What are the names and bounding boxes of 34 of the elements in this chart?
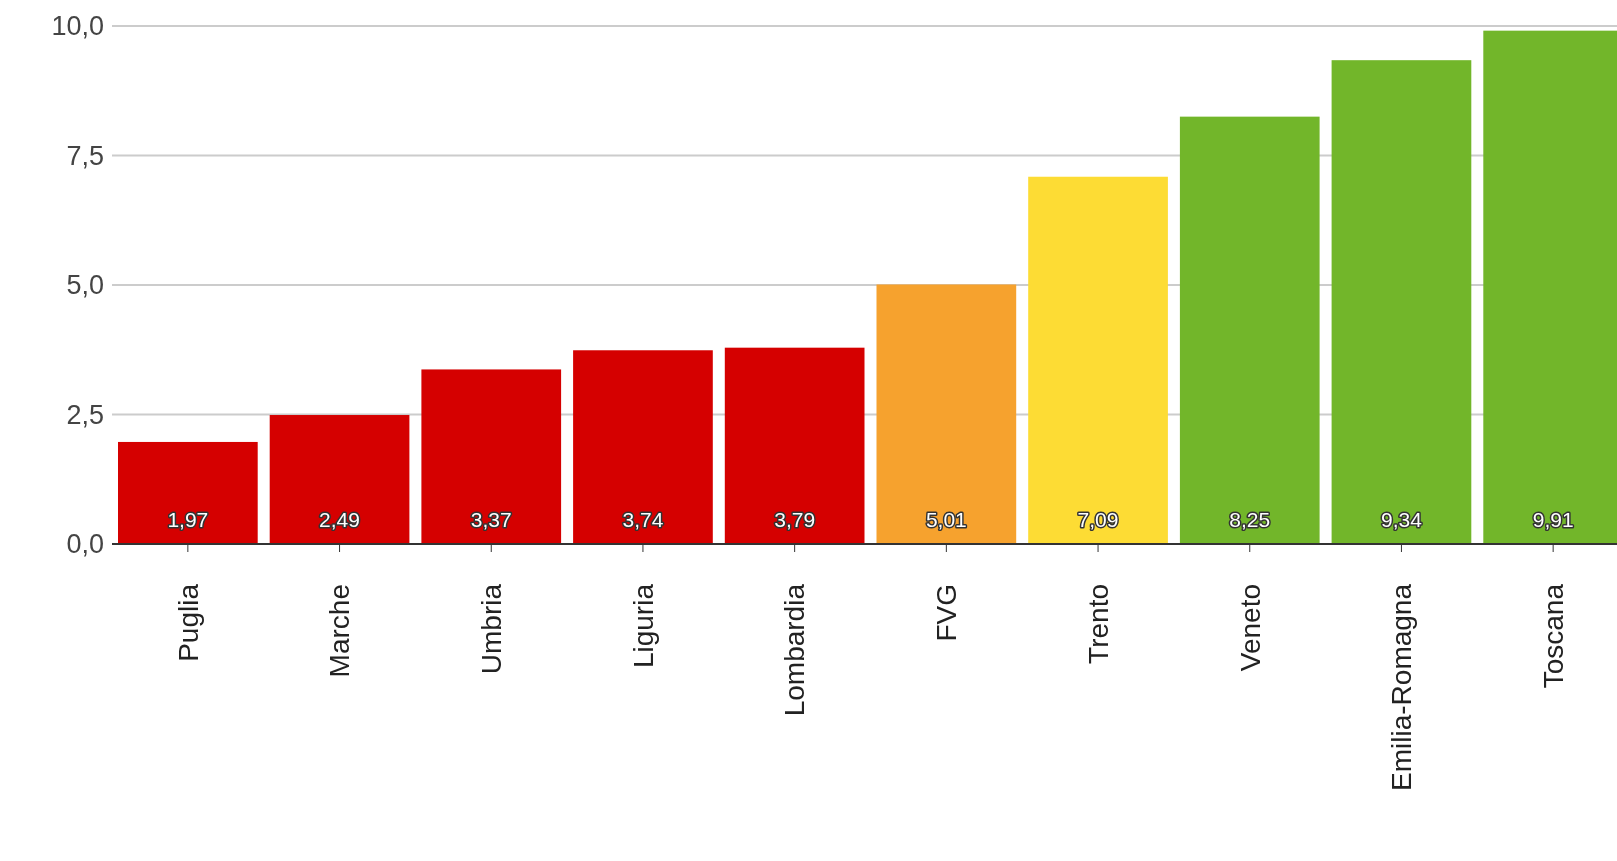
- data-label: 8,25: [1229, 508, 1271, 532]
- x-tick-label: Trento: [1082, 584, 1114, 664]
- x-tick-label: Emilia-Romagna: [1386, 583, 1418, 791]
- y-tick-label: 0,0: [66, 529, 104, 560]
- data-label: 9,34: [1381, 508, 1423, 532]
- x-tick-label: Veneto: [1234, 584, 1266, 672]
- x-tick-label: Marche: [324, 584, 356, 678]
- bar: [1028, 176, 1168, 544]
- bar: [1179, 116, 1320, 544]
- x-tick-label: Puglia: [172, 583, 204, 662]
- bar: [269, 415, 410, 544]
- data-label: 7,09: [1077, 508, 1119, 532]
- bar: [573, 350, 713, 544]
- bar: [1331, 60, 1472, 544]
- y-tick-label: 10,0: [51, 11, 104, 42]
- x-tick-label: Toscana: [1537, 583, 1569, 689]
- x-tick-label: FVG: [931, 584, 963, 642]
- data-label: 1,97: [167, 508, 209, 532]
- x-tick-label: Lombardia: [779, 583, 811, 717]
- y-tick-label: 5,0: [66, 270, 104, 301]
- data-label: 9,91: [1532, 508, 1574, 532]
- data-label: 3,37: [470, 508, 512, 532]
- y-tick-label: 7,5: [66, 140, 104, 171]
- data-label: 3,79: [774, 508, 816, 532]
- bar: [724, 347, 865, 544]
- bar: [421, 369, 562, 544]
- bar: [118, 441, 258, 544]
- data-label: 5,01: [925, 508, 967, 532]
- data-label: 2,49: [319, 508, 360, 532]
- data-label: 3,74: [622, 508, 664, 532]
- bar: [876, 284, 1017, 544]
- y-tick-label: 2,5: [66, 399, 104, 430]
- x-tick-label: Umbria: [476, 583, 508, 675]
- x-tick-label: Liguria: [627, 583, 659, 669]
